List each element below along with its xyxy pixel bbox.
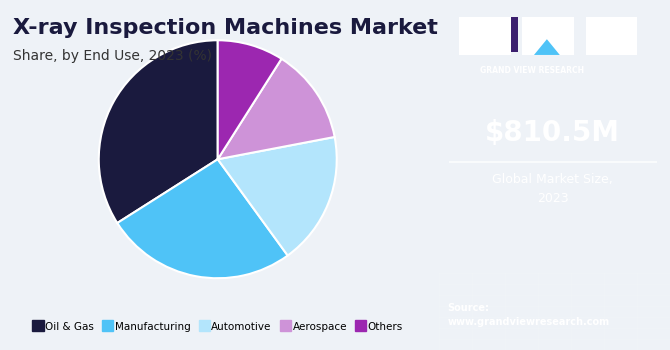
Bar [459, 17, 518, 52]
Wedge shape [218, 59, 334, 159]
Text: $810.5M: $810.5M [485, 119, 620, 147]
Text: X-ray Inspection Machines Market: X-ray Inspection Machines Market [13, 18, 438, 37]
Text: Global Market Size,
2023: Global Market Size, 2023 [492, 174, 613, 204]
Wedge shape [117, 159, 287, 278]
Bar [586, 17, 637, 55]
Bar [523, 17, 574, 55]
Wedge shape [218, 137, 337, 256]
Wedge shape [218, 40, 281, 159]
Bar [459, 17, 518, 52]
Polygon shape [534, 39, 560, 55]
Text: Share, by End Use, 2023 (%): Share, by End Use, 2023 (%) [13, 49, 212, 63]
Text: Source:
www.grandviewresearch.com: Source: www.grandviewresearch.com [448, 303, 610, 327]
Bar [459, 17, 511, 55]
Legend: Oil & Gas, Manufacturing, Automotive, Aerospace, Others: Oil & Gas, Manufacturing, Automotive, Ae… [32, 322, 403, 332]
Wedge shape [98, 40, 218, 223]
Text: GRAND VIEW RESEARCH: GRAND VIEW RESEARCH [480, 66, 584, 75]
